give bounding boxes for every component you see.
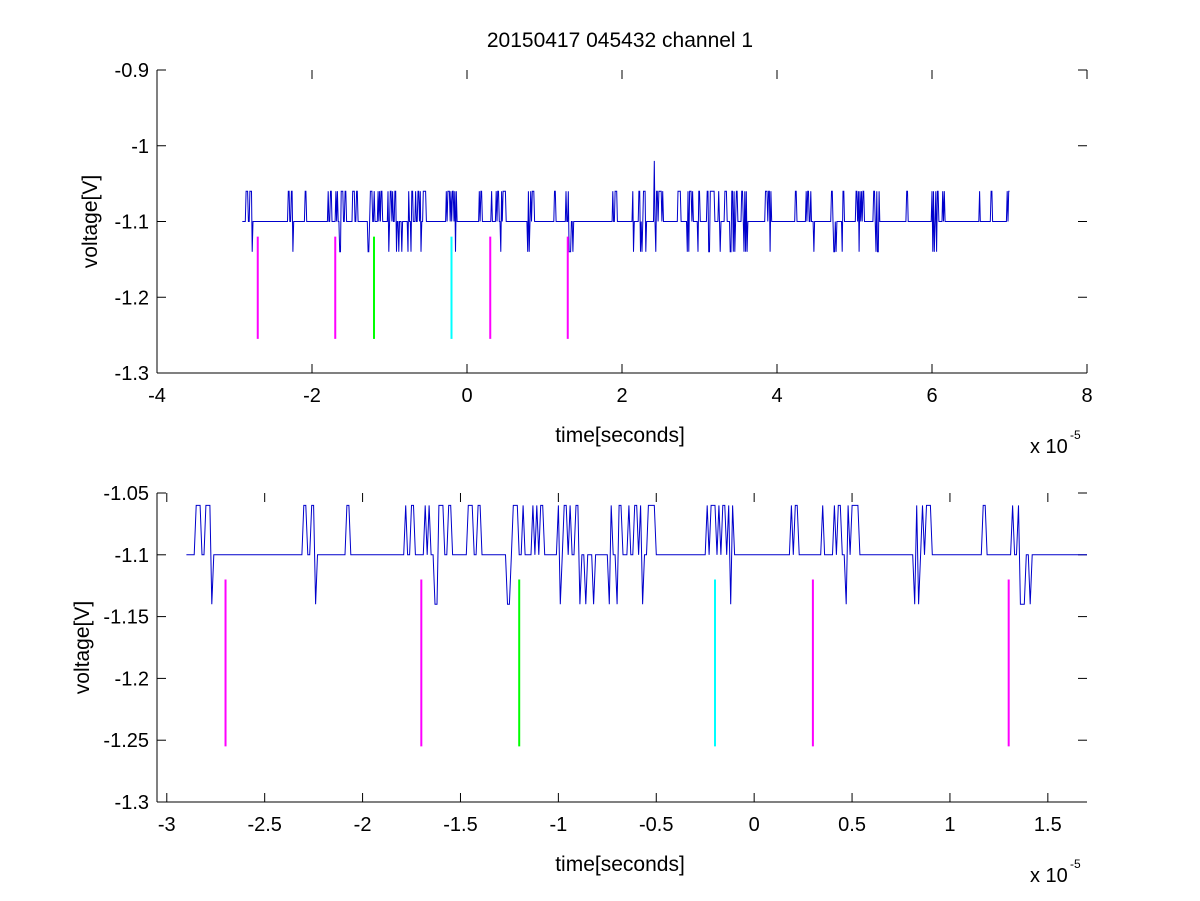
x-tick-label: -2 — [354, 814, 372, 836]
y-tick-label: -1.3 — [115, 363, 149, 385]
x-tick-label: -1.5 — [443, 814, 477, 836]
y-axis-label: voltage[V] — [71, 601, 94, 694]
y-axis-label: voltage[V] — [79, 175, 102, 268]
y-tick-label: -1.3 — [115, 792, 149, 814]
x-tick-label: 1 — [944, 814, 955, 836]
y-tick-label: -0.9 — [115, 60, 149, 82]
x-exponent-label: x 10 — [1030, 865, 1068, 887]
y-tick-label: -1.15 — [103, 607, 149, 629]
x-exponent-label: x 10 — [1030, 436, 1068, 458]
x-tick-label: 0 — [461, 385, 472, 407]
voltage-trace — [242, 160, 1010, 253]
x-tick-label: -2 — [303, 385, 321, 407]
figure-title: 20150417 045432 channel 1 — [487, 29, 753, 52]
y-tick-label: -1 — [131, 136, 149, 158]
y-tick-label: -1.2 — [115, 287, 149, 309]
x-tick-label: 0 — [749, 814, 760, 836]
top-plot: -1.3 -1.2 -1.1 -1 -0.9 -4 -2 0 2 4 6 8 time[seconds]… — [79, 60, 1093, 458]
x-exponent-superscript: -5 — [1070, 857, 1081, 871]
x-tick-label: -4 — [148, 385, 166, 407]
x-axis-label: time[seconds] — [555, 853, 685, 876]
x-tick-label: 8 — [1081, 385, 1092, 407]
x-exponent-superscript: -5 — [1070, 428, 1081, 442]
x-tick-label: 4 — [771, 385, 782, 407]
x-tick-label: 1.5 — [1034, 814, 1062, 836]
voltage-trace — [186, 504, 1087, 605]
x-tick-label: 6 — [926, 385, 937, 407]
x-tick-label: -3 — [158, 814, 176, 836]
y-tick-label: -1.1 — [115, 545, 149, 567]
y-tick-label: -1.05 — [103, 483, 149, 505]
x-tick-label: -1 — [549, 814, 567, 836]
y-tick-label: -1.2 — [115, 668, 149, 690]
x-tick-label: -2.5 — [247, 814, 281, 836]
bottom-plot: -1.3 -1.25 -1.2 -1.15 -1.1 -1.05 -3 -2.5 -2 -1.5 -… — [71, 483, 1087, 887]
x-axis-label: time[seconds] — [555, 424, 685, 447]
x-tick-label: 2 — [616, 385, 627, 407]
y-tick-label: -1.25 — [103, 730, 149, 752]
y-tick-label: -1.1 — [115, 212, 149, 234]
x-tick-label: 0.5 — [838, 814, 866, 836]
x-tick-label: -0.5 — [639, 814, 673, 836]
